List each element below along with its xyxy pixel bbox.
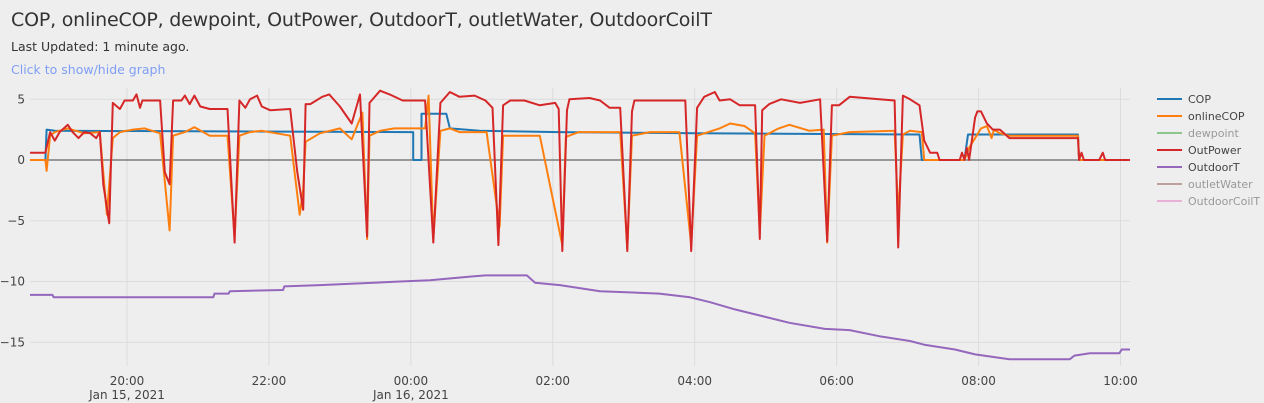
legend-item-dewpoint[interactable]: dewpoint (1157, 127, 1239, 140)
y-tick-label: 0 (17, 153, 25, 167)
legend-label: COP (1188, 93, 1211, 106)
legend-label: onlineCOP (1188, 110, 1245, 123)
series-line-outpower (30, 89, 1130, 253)
series-lines (30, 89, 1130, 361)
grid (30, 88, 1130, 366)
y-tick-label: −15 (0, 335, 25, 349)
y-tick-label: −10 (0, 275, 25, 289)
last-updated-text: Last Updated: 1 minute ago. (11, 39, 190, 54)
legend-item-outdoorcoilt[interactable]: OutdoorCoilT (1157, 195, 1260, 208)
legend-label: OutdoorT (1188, 161, 1240, 174)
x-tick-label: 08:00 (961, 374, 996, 388)
legend[interactable]: COP onlineCOP dewpoint OutPower OutdoorT outl… (1157, 93, 1260, 208)
x-tick-label: 00:00 (394, 374, 429, 388)
y-tick-label: 5 (17, 92, 25, 106)
x-tick-label: 04:00 (677, 374, 712, 388)
legend-item-outdoort[interactable]: OutdoorT (1157, 161, 1240, 174)
legend-item-cop[interactable]: COP (1157, 93, 1211, 106)
legend-item-outletwater[interactable]: outletWater (1157, 178, 1253, 191)
x-tick-label: 22:00 (252, 374, 287, 388)
legend-label: OutPower (1188, 144, 1242, 157)
x-tick-label: 06:00 (819, 374, 854, 388)
toggle-graph-link[interactable]: Click to show/hide graph (11, 62, 166, 77)
x-tick-label: 02:00 (535, 374, 570, 388)
series-line-onlinecop (30, 94, 1130, 250)
x-tick-label: 10:00 (1103, 374, 1138, 388)
x-tick-label: 20:00 (110, 374, 145, 388)
y-tick-label: −5 (7, 214, 25, 228)
page-title: COP, onlineCOP, dewpoint, OutPower, Outd… (11, 9, 712, 31)
legend-label: OutdoorCoilT (1188, 195, 1260, 208)
legend-item-outpower[interactable]: OutPower (1157, 144, 1242, 157)
series-line-cop (30, 112, 1130, 161)
legend-label: outletWater (1188, 178, 1253, 191)
legend-item-onlinecop[interactable]: onlineCOP (1157, 110, 1245, 123)
legend-label: dewpoint (1188, 127, 1239, 140)
x-tick-date-label: Jan 16, 2021 (372, 388, 449, 402)
series-line-outdoort (30, 274, 1130, 361)
x-tick-date-label: Jan 15, 2021 (88, 388, 165, 402)
